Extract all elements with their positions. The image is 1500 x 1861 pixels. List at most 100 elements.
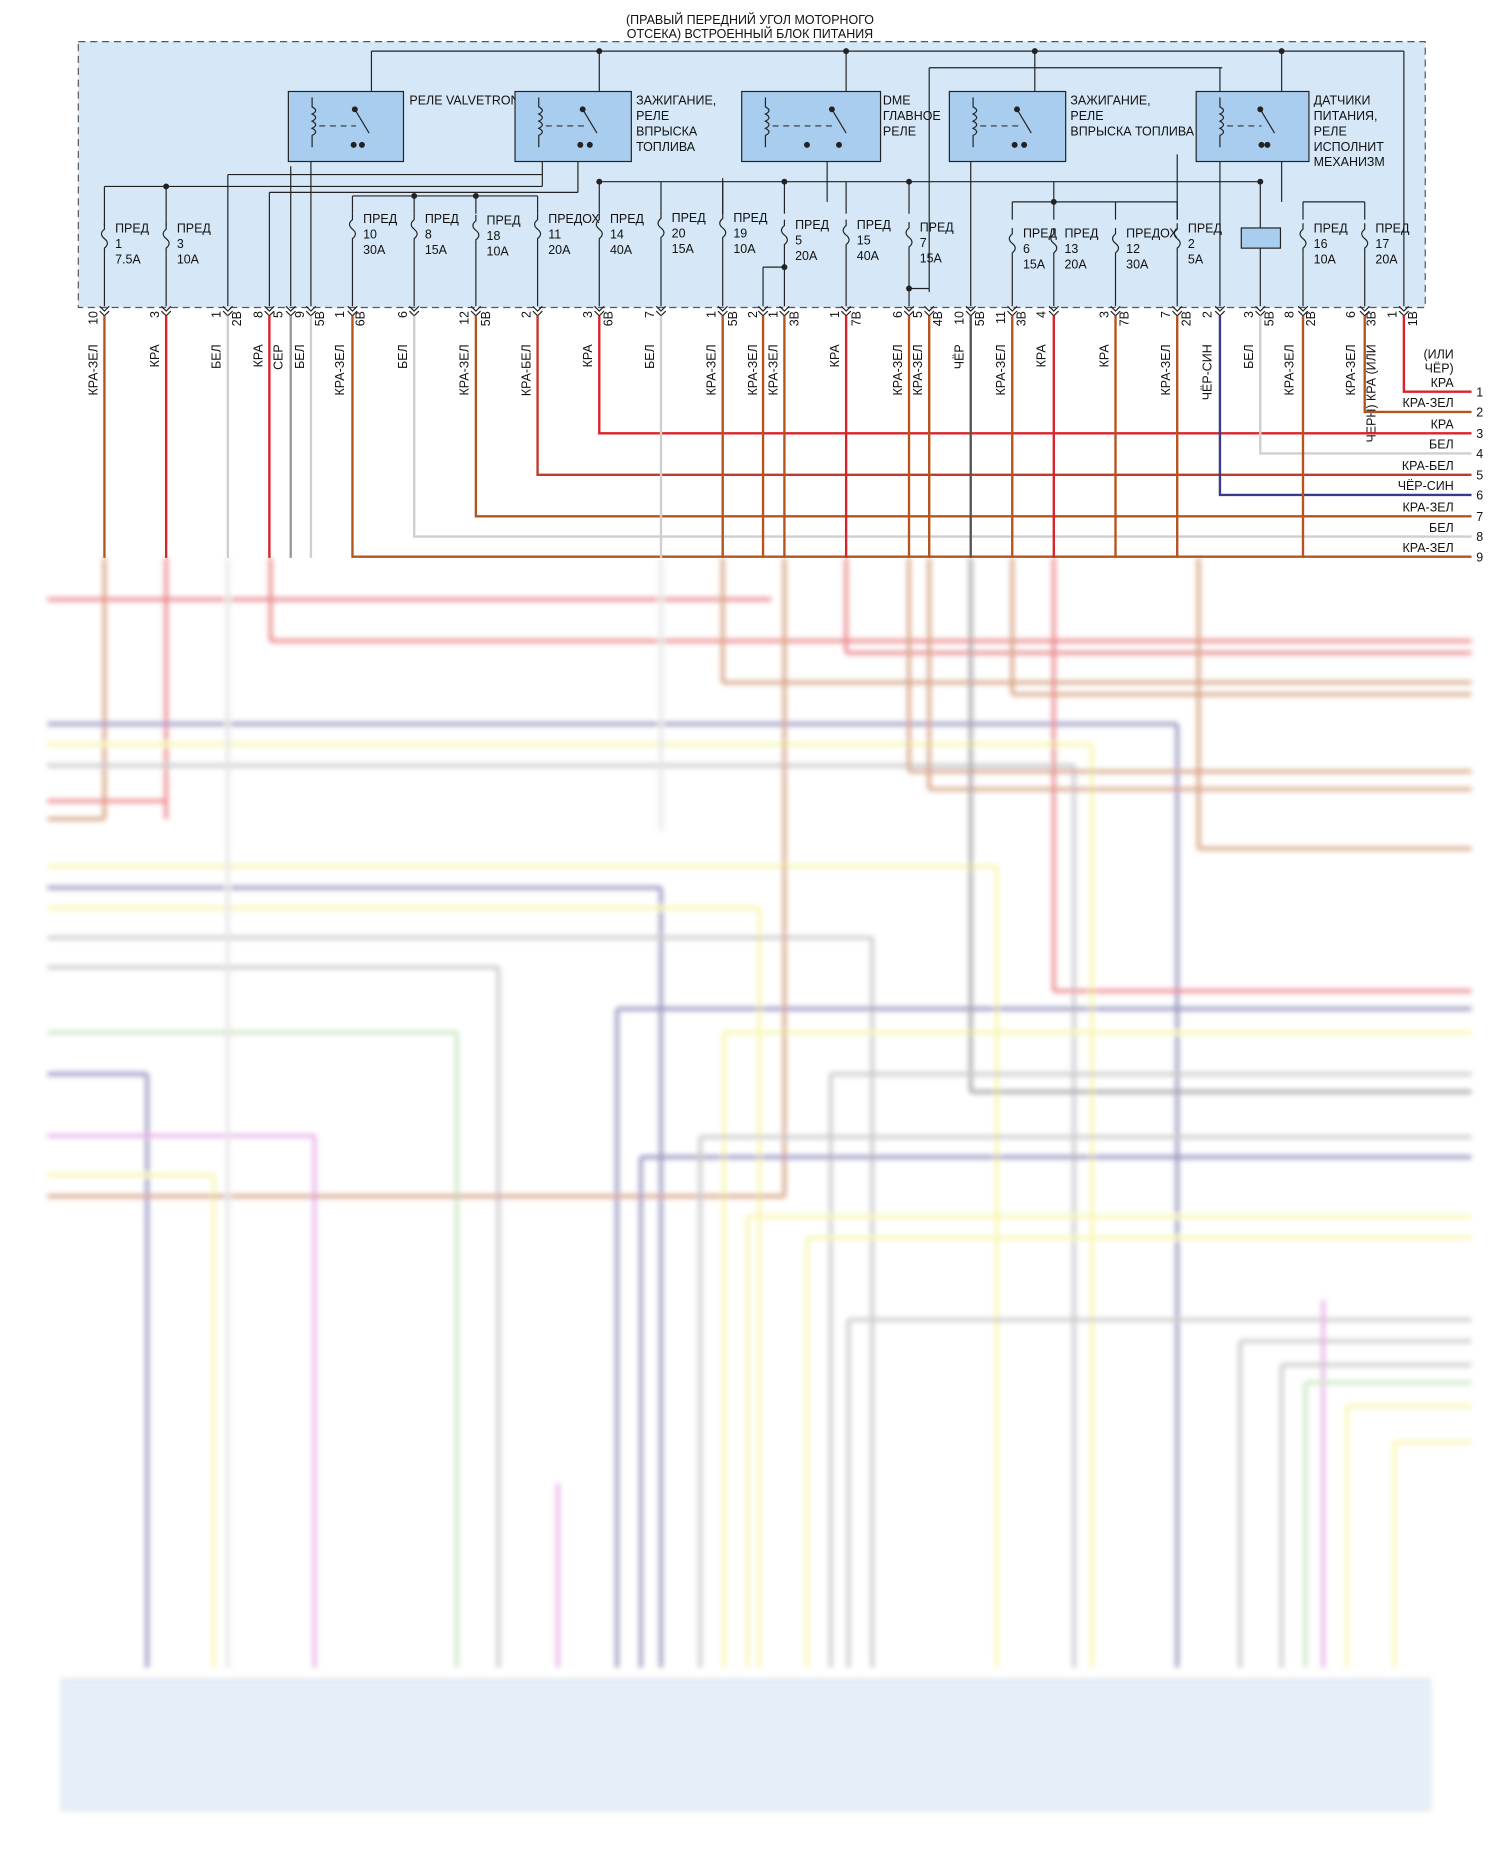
- fuse: [905, 222, 913, 253]
- pin-number: 2: [1201, 311, 1215, 318]
- block-title: ОТСЕКА) ВСТРОЕННЫЙ БЛОК ПИТАНИЯ: [627, 26, 873, 41]
- pin-number: 1: [1386, 311, 1400, 318]
- relay-switch: [582, 108, 598, 134]
- relay-label: РЕЛЕ: [1314, 124, 1347, 138]
- junction: [577, 141, 584, 148]
- pin-number: 6: [1344, 311, 1358, 318]
- fuse-label: ПРЕД: [115, 222, 150, 236]
- output-label: БЕЛ: [1429, 438, 1454, 452]
- fuse-label: 20А: [548, 243, 571, 257]
- wire-label: КРА-ЗЕЛ: [911, 344, 925, 395]
- fuse-label: 10А: [177, 253, 200, 267]
- fuse-label: 7: [920, 236, 927, 250]
- wire: [351, 315, 1472, 558]
- pin-number: 1: [828, 311, 842, 318]
- relay-label: ДАТЧИКИ: [1314, 94, 1371, 108]
- output-number: 2: [1476, 406, 1483, 420]
- pin-number: 3: [581, 311, 595, 318]
- junction: [803, 141, 810, 148]
- wire: [1402, 315, 1472, 393]
- relay-coil: [764, 97, 770, 148]
- wire: [1259, 315, 1472, 455]
- fuse-label: ПРЕДОХ: [1126, 226, 1178, 240]
- fuse-label: 7.5А: [115, 253, 141, 267]
- output-number: 8: [1476, 530, 1483, 544]
- fuse: [780, 219, 788, 251]
- wire-label: КРА-ЗЕЛ: [746, 344, 760, 395]
- pin-number: 10: [86, 311, 100, 325]
- pin-number: 3: [1097, 311, 1111, 318]
- pin-number: 3: [148, 311, 162, 318]
- wire-label: КРА-ЗЕЛ: [766, 344, 780, 395]
- fuse-label: 3: [177, 237, 184, 251]
- junction: [828, 106, 835, 113]
- pin-number: 6В: [353, 311, 367, 326]
- fuse-label: 13: [1064, 242, 1078, 256]
- junction: [411, 192, 418, 199]
- wire: [474, 315, 1472, 518]
- fuse: [1299, 223, 1307, 255]
- pin-number: 1: [705, 311, 719, 318]
- control-unit-box: [61, 1678, 1431, 1811]
- pin-number: 7: [643, 311, 657, 318]
- fuse-label: 15А: [672, 242, 695, 256]
- output-label: ЧЁР): [1425, 362, 1454, 376]
- relay: [741, 90, 882, 163]
- wire-label: ЧЁР: [953, 344, 967, 369]
- output-label: КРА-ЗЕЛ: [1403, 501, 1454, 515]
- relay-label: ЗАЖИГАНИЕ,: [636, 94, 716, 108]
- output-number: 5: [1476, 469, 1483, 483]
- blurred-lower-section: [47, 557, 1472, 1811]
- fuse: [472, 214, 480, 246]
- fuse-label: ПРЕД: [857, 218, 892, 232]
- pin-number: 2: [746, 311, 760, 318]
- output-label: (ИЛИ: [1423, 348, 1453, 362]
- junction: [472, 192, 479, 199]
- fuse-label: 8: [425, 228, 432, 242]
- fuse: [534, 213, 542, 245]
- wire-label: КРА: [1034, 344, 1048, 368]
- component: [1240, 227, 1282, 249]
- wire: [1218, 315, 1472, 497]
- fuse-label: 15А: [920, 251, 943, 265]
- relay-switch: [1259, 108, 1276, 134]
- output-label: ЧЁР-СИН: [1398, 479, 1454, 493]
- fuse-label: 2: [1188, 237, 1195, 251]
- fuse: [1111, 227, 1120, 259]
- wire-label: КРА-ЗЕЛ: [86, 344, 100, 395]
- fuse: [162, 223, 170, 255]
- wire-label: КРА-ЗЕЛ: [458, 344, 472, 395]
- pin-number: 6: [396, 311, 410, 318]
- wire: [1363, 315, 1472, 414]
- relay-coil: [537, 97, 543, 148]
- pin-number: 5В: [973, 311, 987, 326]
- fuse-label: ПРЕД: [1375, 222, 1410, 236]
- pin-number: 2В: [230, 311, 244, 326]
- relay-label: ГЛАВНОЕ: [883, 109, 941, 123]
- fuse-label: 20А: [795, 249, 818, 263]
- junction: [1014, 106, 1020, 113]
- wire-label: БЕЛ: [396, 344, 410, 369]
- fuse-label: 15А: [1023, 257, 1046, 271]
- output-number: 4: [1476, 447, 1483, 461]
- relay-coil: [1218, 97, 1225, 148]
- wire-label: КРА-ЗЕЛ: [1283, 344, 1297, 395]
- relay-label: ИСПОЛНИТ: [1314, 140, 1385, 154]
- fuse: [100, 223, 108, 255]
- fuse-label: ПРЕД: [487, 213, 522, 227]
- wire-label: КРА: [148, 344, 162, 368]
- pin-number: 3В: [788, 311, 802, 326]
- output-label: КРА: [1431, 418, 1455, 432]
- pin-number: 7В: [849, 311, 863, 326]
- wire: [536, 315, 1472, 476]
- fuse-label: 12: [1126, 242, 1140, 256]
- fuse-label: 20А: [1064, 257, 1087, 271]
- fuse-label: 10: [363, 228, 377, 242]
- junction: [1264, 141, 1271, 148]
- output-number: 9: [1476, 550, 1483, 564]
- fuse-label: ПРЕД: [733, 211, 768, 225]
- fuse-label: 10А: [733, 242, 756, 256]
- pin-number: 12: [458, 311, 472, 325]
- fuse-label: 5А: [1188, 253, 1204, 267]
- pin-number: 6: [891, 311, 905, 318]
